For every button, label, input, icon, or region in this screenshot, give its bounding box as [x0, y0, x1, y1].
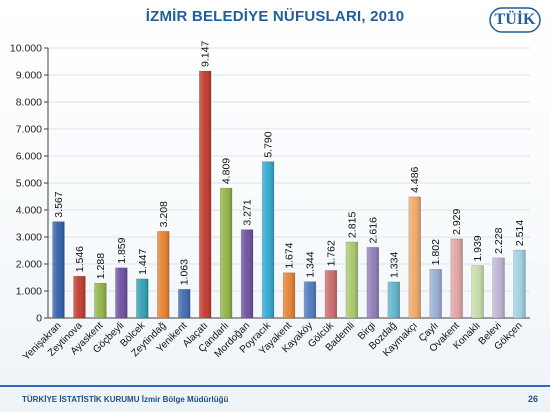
- page-number: 26: [527, 394, 538, 404]
- y-tick-label: 1.000: [16, 286, 42, 298]
- bar-chart: 0 1.000 2.000 3.000 4.000 5.000 6.000 7.000 8.00…: [10, 41, 530, 363]
- value-label: 1.344: [304, 251, 316, 277]
- bar-shading: [387, 281, 400, 318]
- value-label: 5.790: [263, 131, 275, 157]
- value-label: 1.859: [116, 237, 128, 263]
- y-tick-label: 8.000: [16, 97, 42, 109]
- bar-shading: [429, 269, 442, 318]
- y-tick-label: 9.000: [16, 70, 42, 82]
- value-label: 2.228: [493, 227, 505, 253]
- bar-shading: [136, 278, 149, 318]
- value-label: 1.802: [430, 239, 442, 265]
- value-label: 4.809: [221, 158, 233, 184]
- y-tick-label: 6.000: [16, 151, 42, 163]
- bar-shading: [199, 71, 212, 318]
- bar-shading: [513, 250, 526, 318]
- bar-shading: [262, 161, 274, 318]
- y-tick-label: 5.000: [16, 178, 42, 190]
- value-label: 2.929: [451, 208, 463, 234]
- value-label: 9.147: [200, 41, 212, 67]
- bar-shading: [94, 283, 107, 318]
- tuik-logo: TÜİK: [489, 7, 541, 33]
- bar-shading: [241, 229, 253, 318]
- value-label: 1.674: [284, 242, 296, 268]
- bar-shading: [325, 270, 337, 318]
- bar-shading: [73, 276, 86, 318]
- footer-text: TÜRKİYE İSTATİSTİK KURUMU İzmir Bölge Mü…: [22, 395, 228, 404]
- value-label: 3.271: [242, 199, 254, 225]
- logo-text: TÜİK: [494, 11, 536, 28]
- logo-frame-icon: [489, 7, 541, 33]
- bar-shading: [450, 238, 463, 318]
- bar-shading: [408, 196, 421, 318]
- bar-shading: [304, 281, 316, 318]
- value-label: 3.208: [158, 201, 170, 227]
- bar-shading: [220, 188, 232, 318]
- value-label: 2.514: [514, 220, 526, 246]
- value-label: 1.939: [472, 235, 484, 261]
- bar-shading: [471, 265, 484, 318]
- value-label: 1.288: [95, 253, 107, 279]
- value-label: 1.063: [179, 259, 191, 285]
- bar-shading: [178, 289, 191, 318]
- bar-shading: [492, 257, 505, 318]
- y-tick-label: 2.000: [16, 259, 42, 271]
- footer-org: TÜRKİYE İSTATİSTİK KURUMU: [22, 395, 140, 404]
- y-tick-label: 0: [36, 313, 42, 325]
- bar-shading: [283, 272, 295, 318]
- value-label: 1.762: [325, 240, 337, 266]
- footer-divider: [0, 385, 550, 387]
- value-label: 2.815: [346, 212, 358, 238]
- y-tick-label: 3.000: [16, 232, 42, 244]
- y-tick-label: 10.000: [10, 43, 42, 55]
- y-tick-label: 4.000: [16, 205, 42, 217]
- value-label: 3.567: [53, 191, 65, 217]
- bar-shading: [366, 247, 379, 318]
- chart-title: İZMİR BELEDİYE NÜFUSLARI, 2010: [145, 8, 405, 25]
- bar-shading: [157, 231, 170, 318]
- bar-shading: [52, 221, 65, 318]
- value-label: 1.546: [74, 246, 86, 272]
- value-label: 1.447: [137, 248, 149, 274]
- value-label: 4.486: [409, 166, 421, 192]
- value-label: 2.616: [367, 217, 379, 243]
- y-tick-label: 7.000: [16, 124, 42, 136]
- bar-shading: [115, 267, 128, 318]
- value-label: 1.334: [388, 252, 400, 278]
- bar-shading: [346, 241, 358, 318]
- footer-office: İzmir Bölge Müdürlüğü: [141, 395, 229, 404]
